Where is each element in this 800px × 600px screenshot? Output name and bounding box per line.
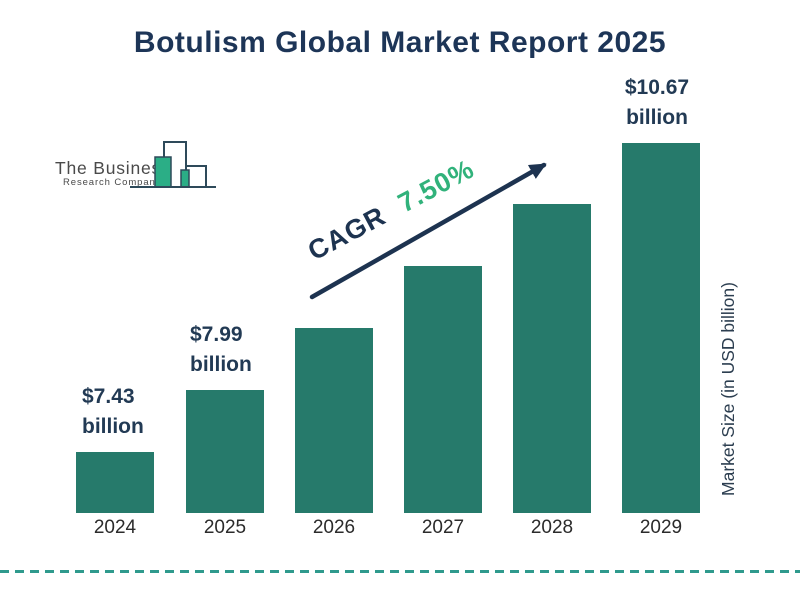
x-axis-label-2029: 2029: [639, 517, 683, 538]
x-axis-label-2026: 2026: [312, 517, 356, 538]
bottom-dashed-divider: [0, 570, 800, 573]
logo-company-subtitle: Research Company: [63, 177, 162, 188]
x-axis-label-2024: 2024: [93, 517, 137, 538]
bar-2025: [186, 390, 264, 513]
bar-2028: [513, 204, 591, 513]
value-unit: billion: [82, 415, 144, 438]
x-axis-label-2027: 2027: [421, 517, 465, 538]
trend-arrow-icon: [309, 162, 547, 300]
value-amount: $10.67: [624, 76, 690, 99]
bar-2024: [76, 452, 154, 513]
company-logo: The Business Research Company: [50, 125, 225, 195]
value-amount: $7.43: [82, 385, 135, 408]
x-axis-label-2028: 2028: [530, 517, 574, 538]
bar-value-label-2025: $7.99 billion: [190, 320, 252, 380]
value-amount: $7.99: [190, 323, 243, 346]
bar-value-label-2029: $10.67 billion: [592, 73, 722, 133]
bar-2026: [295, 328, 373, 513]
y-axis-label: Market Size (in USD billion): [718, 282, 738, 496]
page-title: Botulism Global Market Report 2025: [133, 26, 667, 59]
value-unit: billion: [626, 106, 688, 129]
bar-2029: [622, 143, 700, 513]
bar-2027: [404, 266, 482, 513]
x-axis-label-2025: 2025: [203, 517, 247, 538]
logo-bar-chart-icon: [130, 141, 216, 188]
bar-value-label-2024: $7.43 billion: [82, 382, 144, 442]
value-unit: billion: [190, 353, 252, 376]
logo-company-name: The Business: [55, 158, 171, 178]
